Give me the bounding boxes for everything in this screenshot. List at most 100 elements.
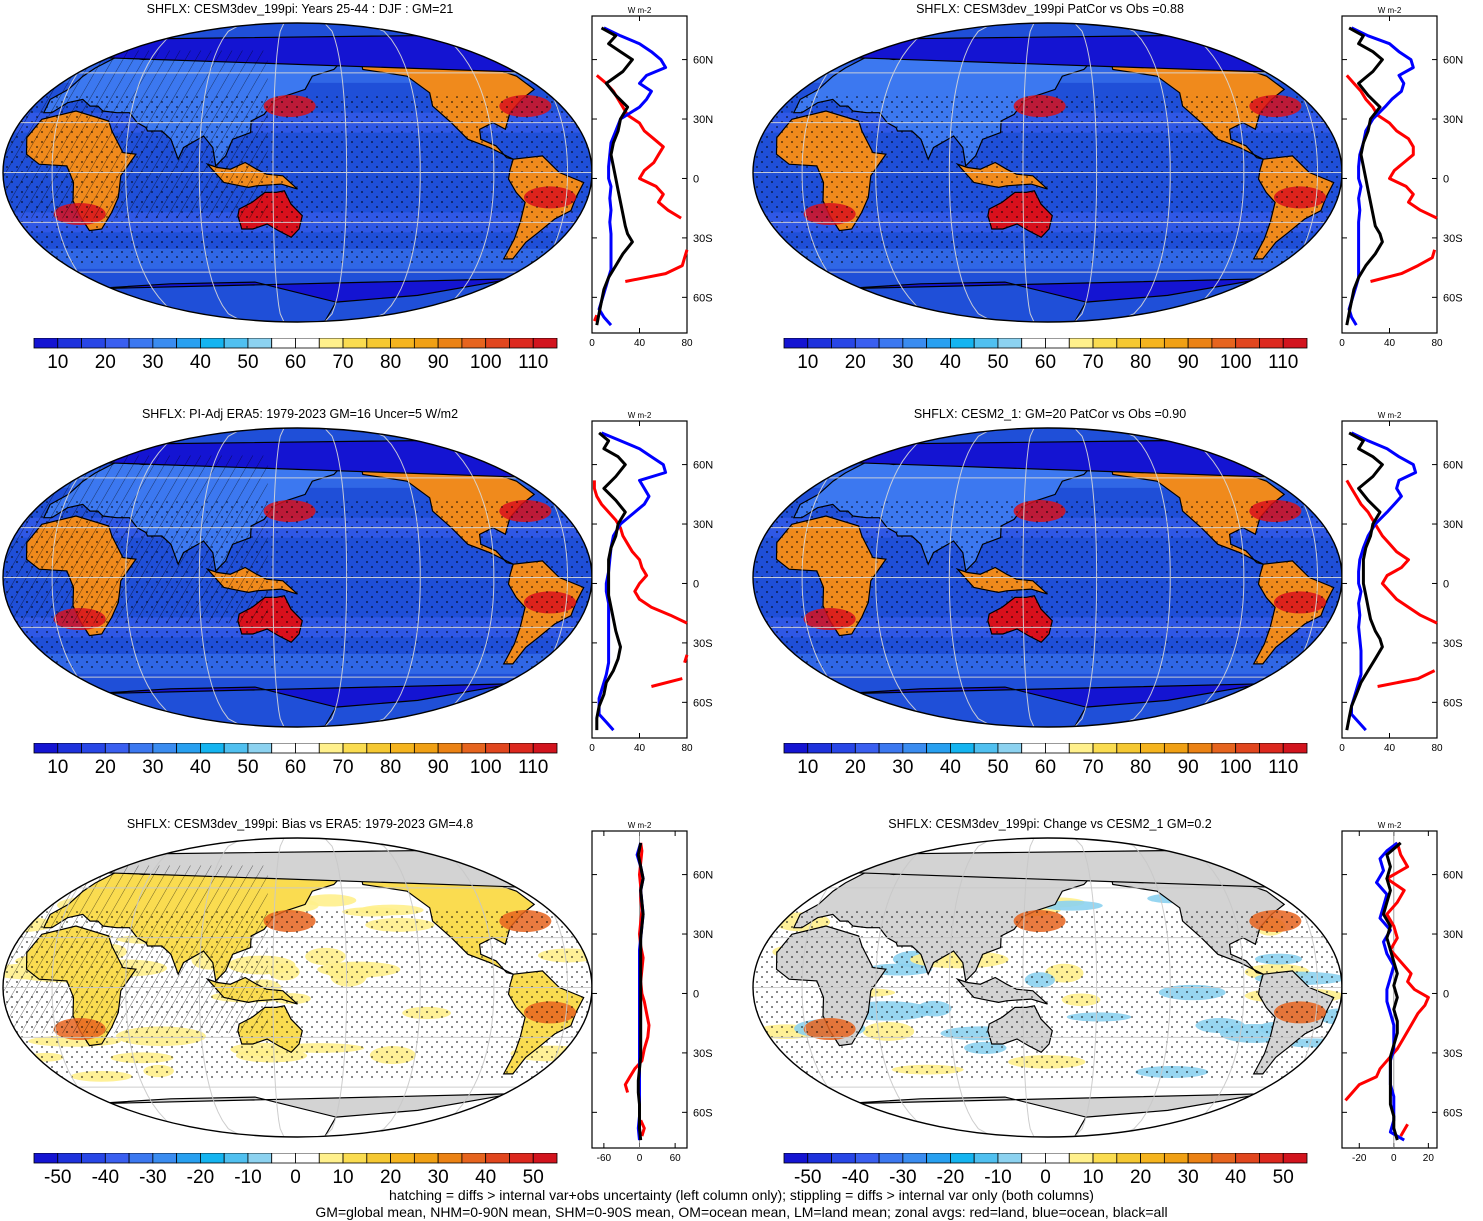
colorbar-label: 50 — [237, 352, 258, 373]
colorbar-swatch — [973, 338, 999, 349]
colorbar-swatch — [57, 743, 82, 754]
zonal-xtick-label: 0 — [1339, 743, 1345, 754]
zonal-xtick-label: 0 — [589, 338, 595, 349]
colorbar-swatch — [1235, 338, 1260, 349]
colorbar-label: 30 — [142, 352, 163, 373]
colorbar-swatch — [997, 338, 1023, 349]
panel-title: SHFLX: CESM3dev_199pi: Bias vs ERA5: 197… — [126, 817, 474, 831]
colorbar-label: 70 — [332, 352, 353, 373]
continent-antarctica — [840, 1093, 1263, 1137]
map-plot — [752, 837, 1343, 1138]
colorbar-swatch — [342, 743, 368, 754]
colorbar-swatch — [1045, 338, 1070, 349]
colorbar-swatch — [902, 1153, 928, 1164]
colorbar-swatch — [1187, 743, 1213, 754]
colorbar-label: 10 — [332, 1167, 353, 1188]
colorbar-swatch — [997, 1153, 1023, 1164]
colorbar-swatch — [1045, 743, 1070, 754]
colorbar-swatch — [509, 338, 534, 349]
colorbar-swatch — [807, 743, 832, 754]
colorbar-swatch — [902, 743, 928, 754]
colorbar-swatch — [902, 338, 928, 349]
zonal-ytick-label: 0 — [693, 173, 699, 185]
colorbar-swatch — [271, 338, 296, 349]
colorbar-swatch — [926, 338, 951, 349]
zonal-ytick-label: 30S — [1443, 638, 1463, 650]
colorbar-label: -50 — [794, 1167, 821, 1188]
colorbar-label: 20 — [95, 757, 116, 778]
zonal-ytick-label: 30N — [1443, 519, 1463, 531]
colorbar-swatch — [152, 338, 178, 349]
panel-title: SHFLX: CESM2_1: GM=20 PatCor vs Obs =0.9… — [913, 407, 1187, 421]
continent-antarctica — [90, 683, 513, 727]
zonal-xtick-label: 60 — [670, 1153, 682, 1164]
colorbar-label: 10 — [1082, 1167, 1103, 1188]
colorbar-label: 30 — [142, 757, 163, 778]
colorbar-label: 90 — [428, 352, 449, 373]
colorbar-swatch — [223, 743, 249, 754]
colorbar-swatch — [1187, 1153, 1213, 1164]
map-field — [3, 428, 592, 727]
colorbar-label: 10 — [47, 352, 68, 373]
zonal-unit-label: W m-2 — [628, 821, 652, 830]
zonal-mean-plot: W m-2 60N 30N 0 30S 60S 0 40 80 — [1339, 6, 1463, 349]
colorbar-swatch — [1282, 338, 1308, 349]
zonal-ytick-label: 60N — [693, 870, 713, 882]
colorbar-label: 100 — [470, 757, 502, 778]
colorbar-swatch — [176, 338, 201, 349]
colorbar-label: 30 — [428, 1167, 449, 1188]
zonal-mean-plot: W m-2 60N 30N 0 30S 60S 0 40 80 — [1339, 411, 1463, 754]
colorbar-label: 80 — [380, 352, 401, 373]
zonal-xtick-label: 0 — [1339, 338, 1345, 349]
panel-title: SHFLX: CESM3dev_199pi PatCor vs Obs =0.8… — [916, 2, 1184, 16]
colorbar-swatch — [128, 1153, 154, 1164]
colorbar-label: 90 — [1178, 757, 1199, 778]
zonal-unit-label: W m-2 — [628, 6, 652, 15]
colorbar-swatch — [1068, 338, 1094, 349]
colorbar-swatch — [1282, 1153, 1308, 1164]
zonal-ytick-label: 30N — [693, 929, 713, 941]
colorbar-swatch — [854, 1153, 880, 1164]
colorbar-swatch — [223, 1153, 249, 1164]
map-field — [753, 838, 1342, 1137]
colorbar-swatch — [854, 338, 880, 349]
colorbar-swatch — [509, 1153, 534, 1164]
colorbar-swatch — [1068, 743, 1094, 754]
colorbar-swatch — [1116, 338, 1141, 349]
colorbar-swatch — [437, 1153, 463, 1164]
zonal-series-red — [1345, 479, 1438, 688]
colorbar-label: 100 — [470, 352, 502, 373]
colorbar: 10 20 30 40 50 60 70 80 90 100 110 — [33, 338, 558, 373]
colorbar-swatch — [807, 338, 832, 349]
colorbar-label: 90 — [1178, 352, 1199, 373]
continent-antarctica — [840, 683, 1263, 727]
colorbar-swatch — [878, 1153, 904, 1164]
colorbar-swatch — [1116, 1153, 1141, 1164]
zonal-ytick-label: 30N — [1443, 114, 1463, 126]
colorbar-swatch — [366, 1153, 391, 1164]
zonal-ytick-label: 60N — [1443, 55, 1463, 67]
zonal-ytick-label: 60S — [693, 292, 713, 304]
colorbar-label: 70 — [332, 757, 353, 778]
colorbar-swatch — [128, 743, 154, 754]
colorbar-swatch — [1140, 1153, 1165, 1164]
colorbar-swatch — [1068, 1153, 1094, 1164]
colorbar-label: 70 — [1082, 352, 1103, 373]
colorbar-label: -40 — [92, 1167, 119, 1188]
map-field — [753, 428, 1342, 727]
colorbar-swatch — [461, 1153, 487, 1164]
zonal-ytick-label: 60S — [693, 697, 713, 709]
zonal-series-black — [1345, 431, 1384, 731]
colorbar-label: 20 — [380, 1167, 401, 1188]
colorbar-swatch — [485, 743, 510, 754]
map-plot — [752, 427, 1343, 728]
colorbar-swatch — [1092, 743, 1118, 754]
colorbar-swatch — [1140, 743, 1165, 754]
colorbar-label: -30 — [139, 1167, 166, 1188]
zonal-series-black — [1345, 26, 1384, 326]
colorbar-swatch — [271, 1153, 296, 1164]
zonal-xtick-label: -60 — [597, 1153, 612, 1164]
colorbar: 10 20 30 40 50 60 70 80 90 100 110 — [33, 743, 558, 778]
colorbar-swatch — [33, 743, 59, 754]
colorbar-label: 30 — [1178, 1167, 1199, 1188]
